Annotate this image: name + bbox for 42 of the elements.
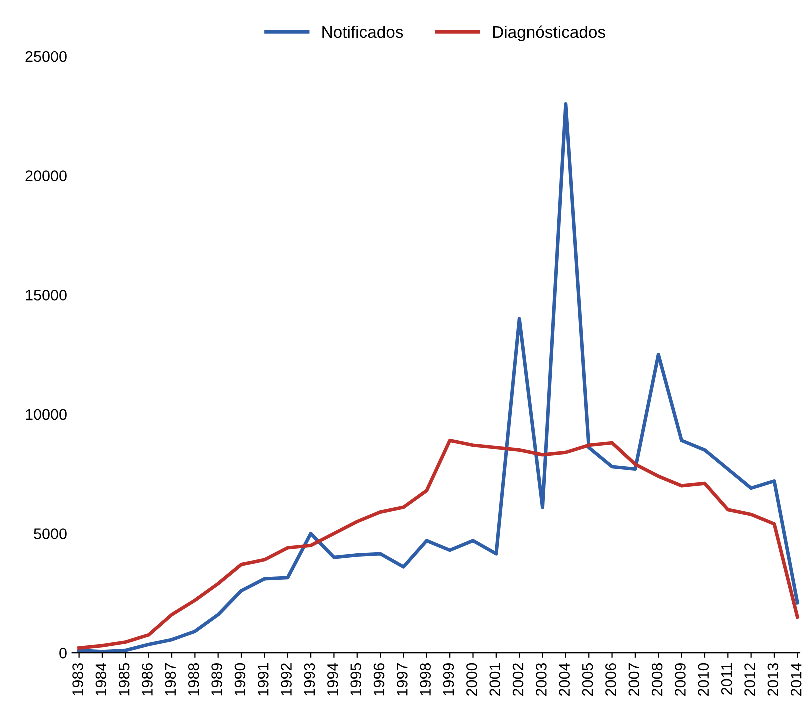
x-tick-label: 1984 [96,663,107,696]
x-tick-label: 1997 [397,664,408,696]
x-tick-label: 1991 [258,664,269,696]
y-tick-label: 10000 [26,409,67,420]
x-tick-label: 1994 [327,663,338,696]
y-tick-label: 5000 [34,528,67,540]
legend-label: Diagnósticados [493,26,606,42]
x-tick-label: 1985 [118,663,130,696]
x-tick-label: 2011 [721,664,732,695]
x-tick-label: 1993 [304,663,316,696]
x-tick-label: 1983 [72,663,84,696]
x-tick-label: 2010 [698,663,710,696]
y-tick-label: 20000 [26,170,67,182]
x-tick-label: 1990 [234,663,246,696]
y-tick-label: 25000 [26,51,67,62]
x-tick-label: 1989 [212,663,222,696]
x-tick-label: 2000 [466,663,478,696]
x-tick-label: 2008 [652,663,663,696]
y-tick-label: 15000 [26,290,67,301]
x-tick-label: 1999 [443,663,454,696]
x-tick-label: 2013 [768,663,779,696]
x-tick-label: 2014 [790,663,802,696]
x-tick-label: 1987 [165,664,176,696]
x-tick-label: 2009 [675,663,686,696]
x-tick-label: 2003 [536,663,547,696]
x-tick-label: 2012 [744,664,756,696]
x-tick-label: 2007 [628,664,640,696]
x-tick-label: 2001 [490,664,501,696]
line-series [78,438,800,650]
x-tick-label: 1986 [142,663,153,696]
legend-label: Notificados [322,26,404,38]
x-tick-label: 2002 [512,664,524,696]
x-tick-label: 1992 [281,664,292,696]
line-series [78,102,800,654]
x-tick-label: 1995 [350,663,362,696]
x-tick-label: 2005 [582,663,594,696]
x-tick-label: 1998 [420,663,431,696]
x-tick-label: 2006 [606,663,616,696]
x-tick-label: 2004 [559,663,570,696]
x-tick-label: 1996 [374,663,385,696]
x-tick-label: 1988 [188,663,200,696]
y-tick-label: 0 [60,648,67,659]
